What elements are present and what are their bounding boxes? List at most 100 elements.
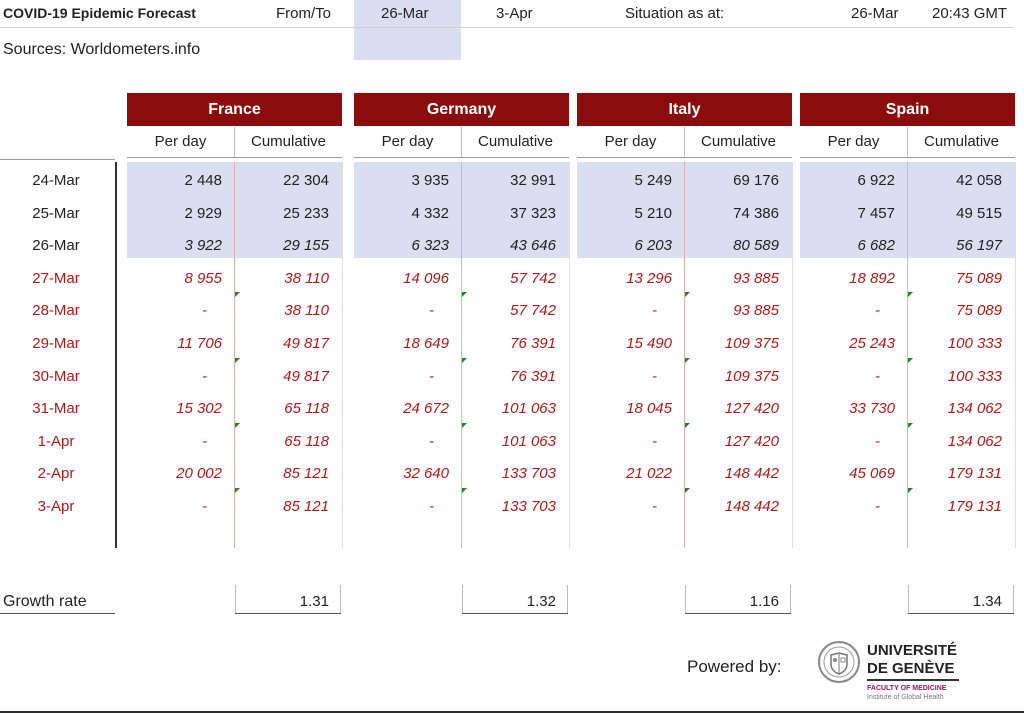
cumulative-cell: 65 118 [284,432,329,450]
cell-comment-marker [685,357,690,363]
cumulative-cell: 22 304 [283,172,329,189]
cumulative-cell: 32 991 [510,172,556,189]
cumulative-cell: 57 742 [510,269,556,287]
cumulative-cell: 134 062 [947,432,1002,450]
per-day-cell: 45 069 [849,465,895,483]
powered-by-label: Powered by: [687,657,782,676]
per-day-cell: 6 323 [411,237,449,255]
column-divider [461,162,462,548]
cumulative-cell: 109 375 [724,335,779,352]
cumulative-cell: 127 420 [724,432,779,450]
cumulative-cell: 49 515 [956,204,1002,222]
from-date-value[interactable]: 26-Mar [381,5,429,22]
cumulative-cell: 65 118 [284,400,329,418]
cumulative-cell: 93 885 [733,302,779,320]
date-cell: 3-Apr [37,498,75,515]
growth-cell-left-border [235,585,236,613]
from-date-cell[interactable] [354,0,461,60]
per-day-cell: 2 448 [184,172,222,189]
cumulative-cell: 80 589 [733,237,779,255]
date-cell: 24-Mar [32,172,80,189]
cumulative-cell: 49 817 [283,367,329,385]
country-header-france: France [127,93,342,126]
per-day-cell: - [652,498,657,515]
date-cell: 30-Mar [32,367,80,385]
per-day-cell: 6 203 [634,237,672,255]
cumulative-cell: 37 323 [510,204,556,222]
sources-text: Sources: Worldometers.info [3,41,201,58]
situation-label: Situation as at: [625,5,725,22]
cell-comment-marker [908,422,913,428]
cumulative-cell: 38 110 [284,302,329,320]
cumulative-cell: 56 197 [956,237,1002,255]
country-header-italy: Italy [577,93,792,126]
per-day-cell: 18 649 [403,335,449,352]
growth-cell-right-border [567,585,568,613]
growth-cell-right-border [1013,585,1014,613]
cumulative-cell: 43 646 [510,237,556,255]
block-right-border [342,162,343,548]
growth-rate-cell-germany: 1.32 [462,585,568,614]
per-day-cell: - [202,432,207,450]
per-day-cell: 3 935 [411,172,449,189]
column-divider [684,162,685,548]
per-day-cell: 7 457 [857,204,895,222]
page-title: COVID-19 Epidemic Forecast [3,5,196,21]
per-day-cell: 15 490 [626,335,672,352]
growth-cell-right-border [340,585,341,613]
cumulative-cell: 76 391 [510,335,556,352]
per-day-cell: 18 045 [626,400,672,418]
bottom-border [0,711,1024,713]
per-day-cell: 14 096 [403,269,449,287]
growth-rate-label: Growth rate [3,593,87,610]
per-day-cell: 18 892 [849,269,895,287]
block-right-border [1015,162,1016,548]
column-divider [234,162,235,548]
per-day-cell: - [875,367,880,385]
per-day-cell: - [652,432,657,450]
per-day-cell: 6 682 [857,237,895,255]
subheader-divider [684,127,685,157]
per-day-cell: 11 706 [177,335,222,352]
cell-comment-marker [235,292,240,298]
cumulative-cell: 49 817 [283,335,329,352]
cell-comment-marker [235,488,240,493]
per-day-cell: 3 922 [184,237,222,255]
cumulative-cell: 179 131 [947,465,1002,483]
per-day-cell: 32 640 [403,465,449,483]
cumulative-cell: 75 089 [956,302,1002,320]
cumulative-cell: 101 063 [501,400,556,418]
subheader-france: Per day Cumulative [127,127,342,158]
cumulative-cell: 134 062 [947,400,1002,418]
to-date-value[interactable]: 3-Apr [496,5,533,22]
per-day-cell: - [202,498,207,515]
cell-comment-marker [462,292,467,298]
cell-comment-marker [462,488,467,493]
growth-rate-cell-spain: 1.34 [908,585,1014,614]
per-day-cell: - [652,367,657,385]
growth-cell-right-border [790,585,791,613]
growth-rate-value: 1.16 [749,593,779,610]
cumulative-header: Cumulative [477,133,554,150]
per-day-cell: - [875,432,880,450]
growth-cell-left-border [685,585,686,613]
cumulative-cell: 148 442 [724,498,779,515]
per-day-cell: - [429,498,434,515]
cumulative-cell: 69 176 [733,172,779,189]
growth-rate-value: 1.32 [526,593,556,610]
cumulative-header: Cumulative [250,133,327,150]
column-divider [907,162,908,548]
situation-date: 26-Mar [851,5,899,22]
date-cell: 26-Mar [32,237,80,255]
cell-comment-marker [908,292,913,298]
university-name-line2: DE GENÈVE [867,660,955,677]
per-day-cell: - [429,302,434,320]
date-cell: 31-Mar [32,400,80,418]
cumulative-cell: 100 333 [947,335,1002,352]
cell-comment-marker [685,292,690,298]
growth-cell-left-border [908,585,909,613]
per-day-header: Per day [154,133,207,150]
cell-comment-marker [908,357,913,363]
cumulative-cell: 75 089 [956,269,1002,287]
cumulative-cell: 42 058 [956,172,1002,189]
